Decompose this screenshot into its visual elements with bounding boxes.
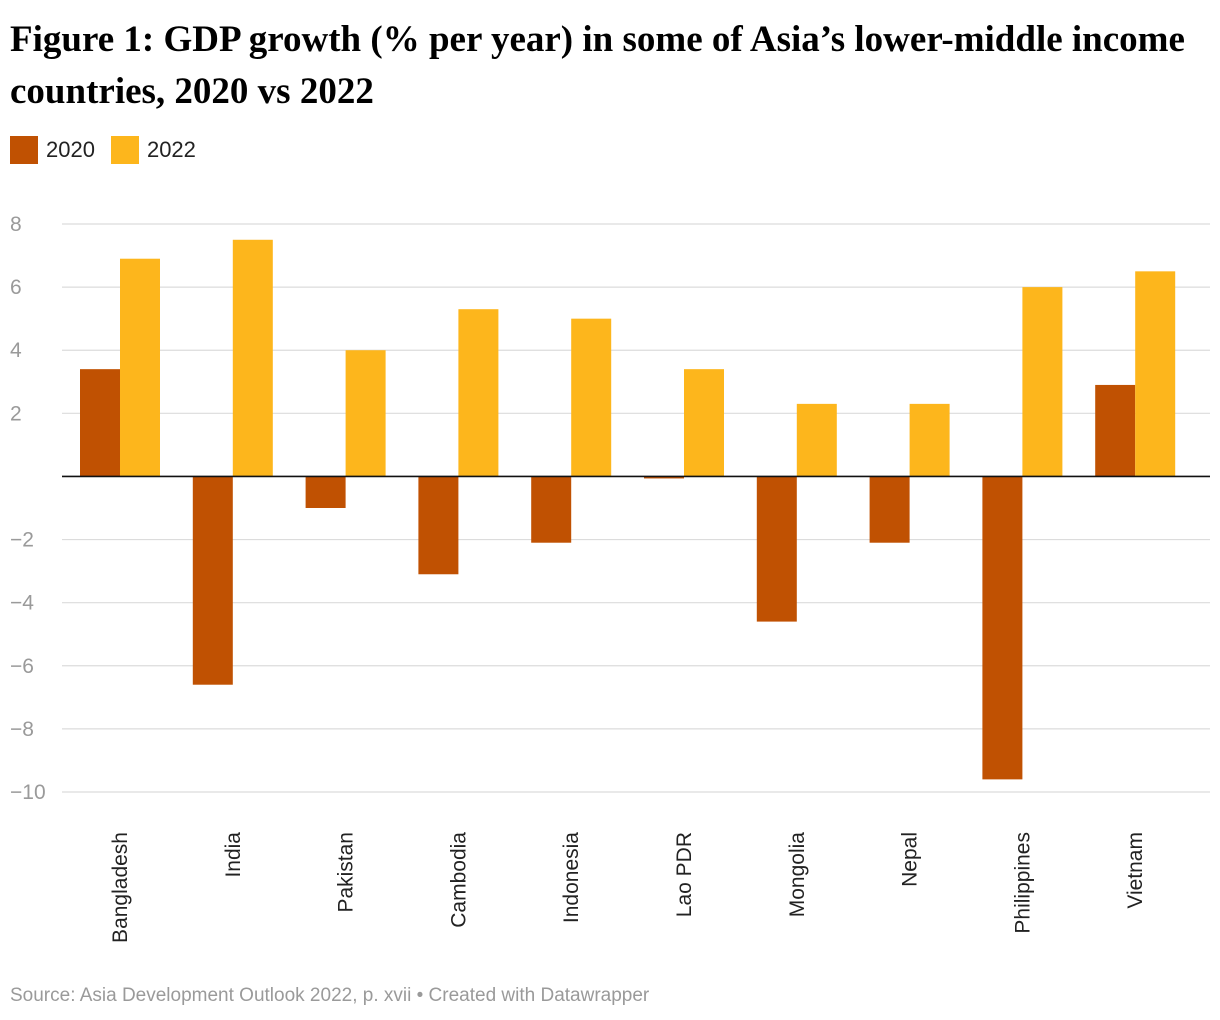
bar-2020-bangladesh [80,369,120,477]
y-tick-label: −10 [10,781,46,804]
bar-2022-lao-pdr [684,369,724,477]
category-label: Lao PDR [673,832,696,917]
category-label: Mongolia [786,832,809,918]
bar-2020-india [192,476,233,685]
category-label: Bangladesh [109,832,132,943]
source-note: Source: Asia Development Outlook 2022, p… [10,985,650,1006]
bar-2020-vietnam [1095,384,1136,477]
legend-swatch-2020 [10,136,38,164]
y-tick-label: 2 [10,402,22,425]
legend-label-2022: 2022 [146,137,196,162]
y-tick-label: 4 [10,339,22,362]
category-label: Nepal [899,832,922,887]
bar-2022-philippines [1022,287,1063,477]
chart-legend: 2020 2022 [10,134,212,166]
legend-item-2020: 2020 [10,136,95,164]
bar-2022-indonesia [571,318,612,477]
y-tick-label: −6 [10,655,34,678]
y-tick-label: 6 [10,276,22,299]
category-label: Philippines [1011,832,1034,934]
bar-2020-nepal [869,476,910,543]
legend-item-2022: 2022 [110,136,196,164]
bar-2020-cambodia [418,476,459,575]
y-tick-label: −4 [10,592,34,615]
y-tick-label: −2 [10,529,34,552]
category-label: Vietnam [1124,832,1147,909]
bar-2022-vietnam [1135,271,1176,477]
bar-2022-cambodia [458,309,499,477]
bar-2020-philippines [982,476,1023,780]
bar-2020-pakistan [305,476,346,508]
category-label: Cambodia [447,832,470,928]
y-tick-label: 8 [10,213,22,236]
chart-title: Figure 1: GDP growth (% per year) in som… [10,19,1185,112]
y-tick-label: −8 [10,718,34,741]
legend-label-2020: 2020 [46,137,95,162]
bar-2020-mongolia [756,476,797,622]
bar-chart: 8 6 4 2 −2 −4 −6 −8 −10 Bangladesh India Pakistan Ca… [10,213,1210,943]
legend-swatch-2022 [110,136,139,164]
bar-2022-nepal [909,403,950,477]
category-label: India [222,832,245,878]
bar-2022-india [232,239,273,477]
category-label: Indonesia [560,832,583,923]
bar-2022-mongolia [796,403,837,477]
bar-2020-lao-pdr [644,476,684,479]
bar-2022-bangladesh [120,258,160,477]
bar-2020-indonesia [531,476,572,543]
category-label: Pakistan [335,832,358,913]
bar-2022-pakistan [345,350,386,477]
